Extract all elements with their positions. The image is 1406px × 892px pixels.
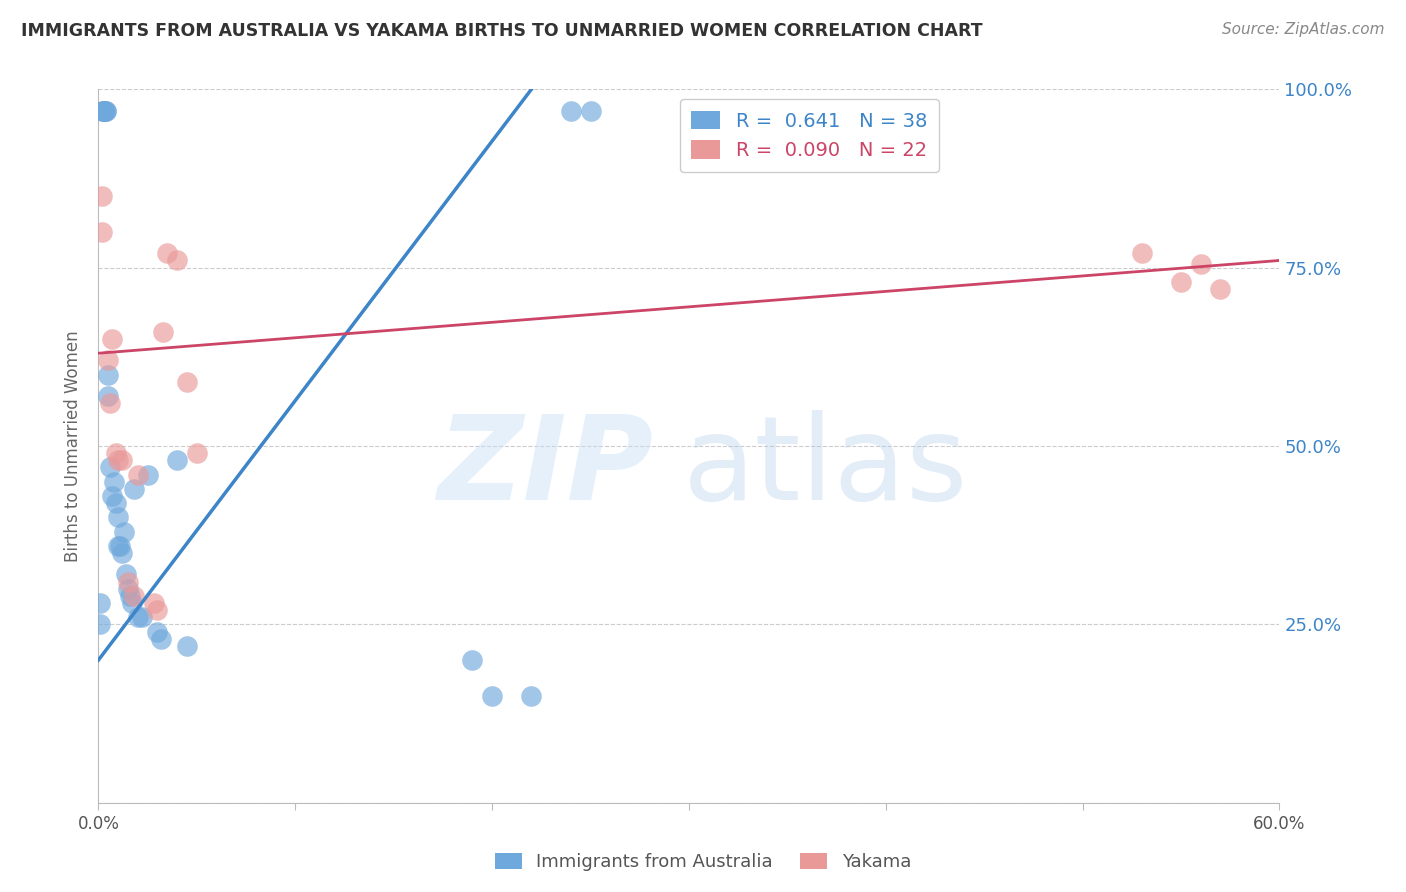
Point (150, 632, 173, 646)
Point (93, 103, 115, 118)
Point (156, 246, 179, 260)
Y-axis label: Births to Unmarried Women: Births to Unmarried Women (65, 330, 83, 562)
Point (1130, 246, 1153, 260)
Point (117, 574, 139, 589)
Point (127, 610, 149, 624)
Point (89, 617, 111, 632)
Text: Source: ZipAtlas.com: Source: ZipAtlas.com (1222, 22, 1385, 37)
Point (152, 325, 174, 339)
Point (131, 610, 153, 624)
Point (108, 539, 131, 553)
Point (91, 189, 114, 203)
Point (166, 453, 188, 467)
Point (186, 446, 208, 460)
Point (1170, 275, 1192, 289)
Point (117, 582, 139, 596)
Legend: R =  0.641   N = 38, R =  0.090   N = 22: R = 0.641 N = 38, R = 0.090 N = 22 (679, 99, 939, 172)
Point (481, 689, 503, 703)
Point (93, 103, 115, 118)
Text: IMMIGRANTS FROM AUSTRALIA VS YAKAMA BIRTHS TO UNMARRIED WOMEN CORRELATION CHART: IMMIGRANTS FROM AUSTRALIA VS YAKAMA BIRT… (21, 22, 983, 40)
Point (97, 353, 120, 368)
Point (107, 453, 129, 467)
Point (105, 496, 128, 510)
Point (89, 596, 111, 610)
Point (93, 103, 115, 118)
Point (146, 603, 169, 617)
Point (579, 103, 602, 118)
Point (142, 596, 165, 610)
Point (176, 639, 198, 653)
Point (101, 489, 124, 503)
Point (461, 653, 484, 667)
Point (101, 332, 124, 346)
Point (98, 460, 121, 475)
Point (136, 467, 159, 482)
Legend: Immigrants from Australia, Yakama: Immigrants from Australia, Yakama (488, 846, 918, 879)
Point (111, 453, 134, 467)
Point (1189, 257, 1212, 271)
Point (520, 689, 543, 703)
Point (93, 103, 115, 118)
Point (146, 624, 169, 639)
Point (121, 596, 143, 610)
Point (107, 510, 129, 524)
Point (91, 103, 114, 118)
Point (98, 396, 121, 410)
Point (97, 389, 120, 403)
Point (176, 375, 198, 389)
Point (93, 103, 115, 118)
Point (122, 589, 145, 603)
Point (112, 524, 135, 539)
Point (96, 103, 118, 118)
Point (96, 103, 118, 118)
Point (127, 467, 149, 482)
Text: ZIP: ZIP (437, 410, 654, 524)
Point (111, 546, 134, 560)
Point (103, 475, 125, 489)
Point (560, 103, 582, 118)
Point (118, 589, 141, 603)
Text: atlas: atlas (683, 410, 969, 524)
Point (91, 225, 114, 239)
Point (107, 539, 129, 553)
Point (1209, 282, 1232, 296)
Point (122, 482, 145, 496)
Point (97, 368, 120, 382)
Point (115, 567, 138, 582)
Point (166, 253, 188, 268)
Point (105, 446, 128, 460)
